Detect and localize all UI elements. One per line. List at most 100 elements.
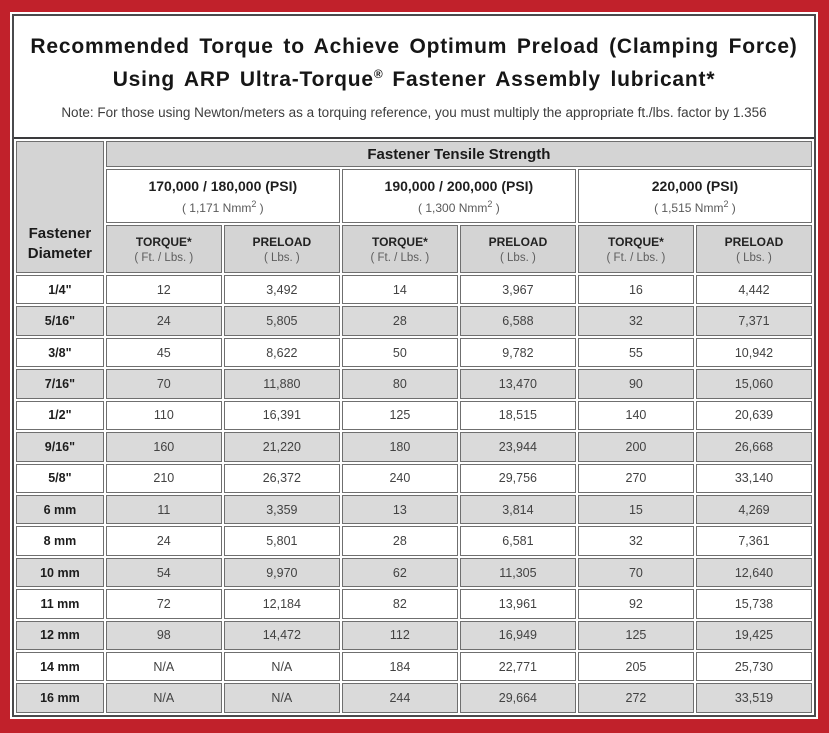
diameter-cell: 14 mm [16,652,104,682]
psi-group-220: 220,000 (PSI) ( 1,515 Nmm2 ) [577,169,812,223]
preload-column-header: PRELOAD ( Lbs. ) [695,225,812,273]
preload-value-cell: 29,756 [459,463,576,493]
torque-value-cell: 125 [341,400,458,431]
torque-value-cell: 200 [577,432,694,462]
torque-value-cell: 160 [105,432,222,462]
torque-value-cell: 16 [577,275,694,305]
preload-value-cell: 29,664 [459,683,576,713]
torque-value-cell: 80 [341,369,458,399]
preload-value-cell: 22,771 [459,652,576,682]
preload-value-cell: 9,782 [459,337,576,368]
table-row: 8 mm 24 5,801 28 6,581 32 7,361 [16,526,812,556]
preload-value-cell: 12,640 [695,557,812,588]
diameter-cell: 1/2" [16,400,104,431]
torque-value-cell: 12 [105,275,222,305]
document-header: Recommended Torque to Achieve Optimum Pr… [14,16,814,137]
preload-value-cell: 33,140 [695,463,812,493]
torque-value-cell: 184 [341,652,458,682]
diameter-cell: 5/8" [16,463,104,493]
psi-group-170-180: 170,000 / 180,000 (PSI) ( 1,171 Nmm2 ) [105,169,340,223]
diameter-cell: 3/8" [16,337,104,368]
preload-value-cell: 21,220 [223,432,340,462]
torque-value-cell: 15 [577,494,694,525]
torque-value-cell: 244 [341,683,458,713]
preload-value-cell: 9,970 [223,557,340,588]
torque-value-cell: 45 [105,337,222,368]
tensile-header-row: Fastener Diameter Fastener Tensile Stren… [16,141,812,273]
torque-value-cell: 110 [105,400,222,431]
torque-value-cell: N/A [105,652,222,682]
table-row: 6 mm 11 3,359 13 3,814 15 4,269 [16,494,812,525]
torque-value-cell: 210 [105,463,222,493]
preload-value-cell: 7,371 [695,306,812,336]
preload-value-cell: 8,622 [223,337,340,368]
diameter-cell: 12 mm [16,620,104,651]
preload-value-cell: 5,805 [223,306,340,336]
preload-value-cell: 4,269 [695,494,812,525]
torque-column-header: TORQUE* ( Ft. / Lbs. ) [577,225,694,273]
torque-value-cell: 82 [341,589,458,619]
torque-value-cell: 54 [105,557,222,588]
diameter-cell: 8 mm [16,526,104,556]
torque-table-container: Fastener Diameter Fastener Tensile Stren… [14,137,814,715]
torque-value-cell: 62 [341,557,458,588]
preload-value-cell: 4,442 [695,275,812,305]
torque-value-cell: 70 [577,557,694,588]
diameter-cell: 10 mm [16,557,104,588]
preload-value-cell: 11,305 [459,557,576,588]
preload-value-cell: 15,060 [695,369,812,399]
preload-column-header: PRELOAD ( Lbs. ) [223,225,340,273]
preload-value-cell: 12,184 [223,589,340,619]
table-row: 9/16" 160 21,220 180 23,944 200 26,668 [16,432,812,462]
preload-value-cell: 13,961 [459,589,576,619]
preload-value-cell: 13,470 [459,369,576,399]
preload-value-cell: 18,515 [459,400,576,431]
table-row: 11 mm 72 12,184 82 13,961 92 15,738 [16,589,812,619]
preload-value-cell: 26,372 [223,463,340,493]
table-row: 16 mm N/A N/A 244 29,664 272 33,519 [16,683,812,713]
note-text: Note: For those using Newton/meters as a… [61,105,767,121]
torque-value-cell: 28 [341,306,458,336]
torque-value-cell: 125 [577,620,694,651]
table-row: 3/8" 45 8,622 50 9,782 55 10,942 [16,337,812,368]
torque-value-cell: 24 [105,306,222,336]
torque-value-cell: 112 [341,620,458,651]
preload-value-cell: 3,492 [223,275,340,305]
torque-value-cell: 92 [577,589,694,619]
torque-value-cell: 55 [577,337,694,368]
preload-value-cell: N/A [223,652,340,682]
diameter-cell: 1/4" [16,275,104,305]
preload-value-cell: 6,588 [459,306,576,336]
preload-value-cell: 10,942 [695,337,812,368]
preload-value-cell: 16,391 [223,400,340,431]
table-row: 14 mm N/A N/A 184 22,771 205 25,730 [16,652,812,682]
corner-header-fastener-diameter: Fastener Diameter [16,141,104,273]
torque-value-cell: 205 [577,652,694,682]
torque-value-cell: 72 [105,589,222,619]
torque-value-cell: 270 [577,463,694,493]
fastener-tensile-strength-header: Fastener Tensile Strength [105,141,812,167]
preload-value-cell: 15,738 [695,589,812,619]
torque-value-cell: 14 [341,275,458,305]
preload-value-cell: 26,668 [695,432,812,462]
torque-value-cell: 240 [341,463,458,493]
registered-trademark-symbol: ® [373,66,383,81]
page-title: Recommended Torque to Achieve Optimum Pr… [14,31,814,96]
torque-value-cell: 90 [577,369,694,399]
torque-preload-header-row: TORQUE* ( Ft. / Lbs. ) PRELOAD ( Lbs. ) … [16,225,812,273]
preload-value-cell: 33,519 [695,683,812,713]
preload-value-cell: 23,944 [459,432,576,462]
table-row: 1/2" 110 16,391 125 18,515 140 20,639 [16,400,812,431]
diameter-cell: 11 mm [16,589,104,619]
torque-column-header: TORQUE* ( Ft. / Lbs. ) [105,225,222,273]
torque-value-cell: 180 [341,432,458,462]
torque-value-cell: 28 [341,526,458,556]
psi-header-row: 170,000 / 180,000 (PSI) ( 1,171 Nmm2 ) 1… [16,169,812,223]
torque-value-cell: 140 [577,400,694,431]
torque-value-cell: 50 [341,337,458,368]
preload-value-cell: 20,639 [695,400,812,431]
page-frame: Recommended Torque to Achieve Optimum Pr… [12,14,816,717]
table-row: 5/8" 210 26,372 240 29,756 270 33,140 [16,463,812,493]
torque-value-cell: 70 [105,369,222,399]
preload-value-cell: 7,361 [695,526,812,556]
